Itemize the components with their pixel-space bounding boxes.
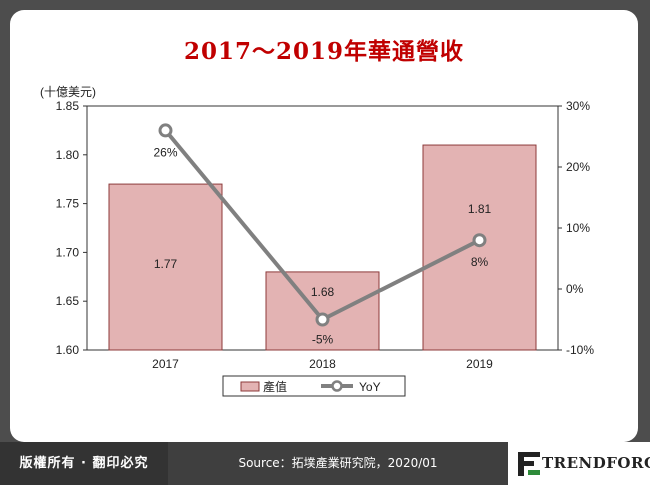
left-axis-tick-label: 1.85 — [56, 99, 80, 113]
yoy-point — [472, 233, 487, 248]
right-axis-tick-label: 20% — [566, 160, 590, 174]
yoy-point — [315, 312, 330, 327]
x-axis-tick-label: 2019 — [466, 357, 493, 371]
left-axis-tick-label: 1.60 — [56, 343, 80, 357]
right-axis-tick-label: 0% — [566, 282, 584, 296]
legend-swatch-marker — [331, 380, 343, 392]
yoy-value-label: 26% — [153, 145, 177, 159]
bar-value-label: 1.81 — [468, 202, 492, 216]
left-axis-tick-label: 1.70 — [56, 245, 80, 259]
right-axis-tick-label: 30% — [566, 99, 590, 113]
trendforce-logo: TRENDFORCE — [508, 442, 650, 485]
bar — [108, 183, 223, 351]
legend-label-bar: 產值 — [263, 379, 287, 394]
bar — [422, 144, 537, 351]
yoy-value-label: 8% — [471, 255, 489, 269]
legend-swatch-bar — [240, 381, 260, 392]
left-axis-tick-label: 1.80 — [56, 148, 80, 162]
logo-text: TRENDFORCE — [542, 454, 650, 472]
yoy-point — [158, 123, 173, 138]
left-axis-tick-label: 1.65 — [56, 294, 80, 308]
legend-box — [222, 375, 406, 397]
yoy-value-label: -5% — [312, 333, 334, 347]
right-axis-tick-label: -10% — [566, 343, 594, 357]
bar — [265, 271, 380, 351]
left-axis-tick-label: 1.75 — [56, 197, 80, 211]
chart: 1.60 1.65 1.70 1.75 1.80 1.85 -10% 0% 10% 20% 30% (… — [40, 85, 594, 397]
right-axis-tick-label: 10% — [566, 221, 590, 235]
chart-title: 2017～2019年華通營收 — [183, 38, 465, 65]
chart-card: 2017～2019年華通營收 1.60 1.65 1.70 1.75 1.80 1.85 -… — [10, 10, 638, 442]
copyright-notice: 版權所有 · 翻印必究 — [0, 442, 168, 485]
x-axis-tick-label: 2017 — [152, 357, 179, 371]
bar-value-label: 1.77 — [154, 257, 178, 271]
x-axis-tick-label: 2018 — [309, 357, 336, 371]
legend-label-line: YoY — [359, 380, 381, 394]
bar-value-label: 1.68 — [311, 285, 335, 299]
unit-label: (十億美元) — [40, 85, 96, 99]
trendforce-logo-icon — [518, 452, 540, 476]
source-text: Source：拓墣產業研究院，2020/01 — [238, 456, 438, 470]
